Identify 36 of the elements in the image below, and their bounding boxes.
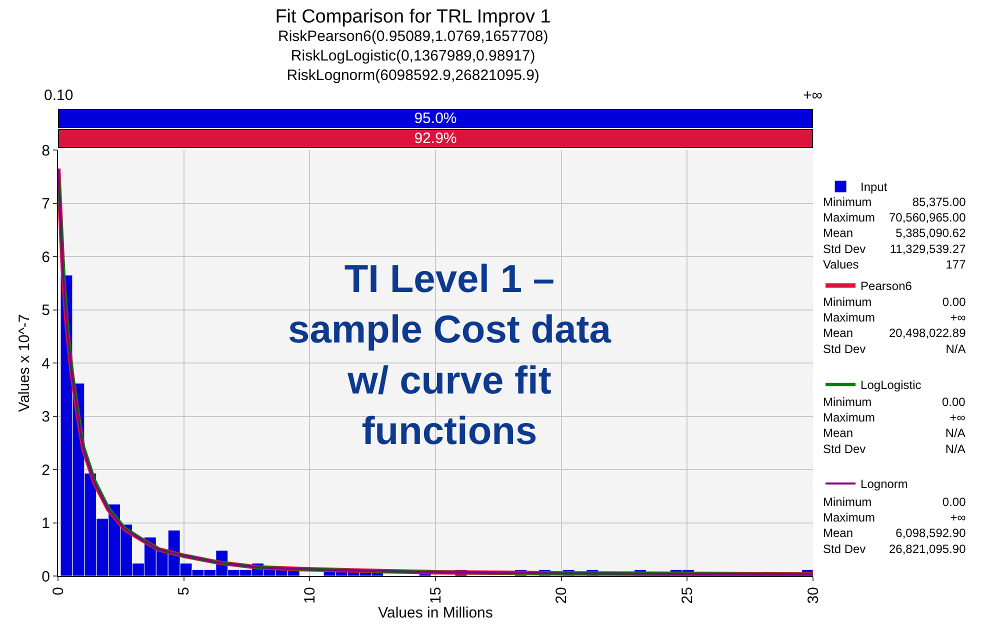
y-tick-label: 4 [42, 355, 50, 372]
y-tick-label: 3 [42, 408, 50, 426]
text: 0.10 [44, 87, 74, 104]
chart-subtitle: RiskPearson6(0.95089,1.0769,1657708) RiskLogLogistic(0,1367989,0.98917) RiskLognorm(6098592.9,26821095.9) [278, 28, 548, 84]
text: Minimum Maximum Mean Std Dev [823, 495, 876, 556]
text: 85,375.00 70,560,965.00 5,385,090.62 11,329,539.27 177 [889, 195, 966, 272]
x-tick-label: 25 [679, 587, 696, 604]
chart-title: Fit Comparison for TRL Improv 1 [275, 6, 551, 28]
x-tick-label: 0 [50, 587, 67, 596]
text: 0.00 +∞ 20,498,022.89 N/A [889, 295, 966, 356]
legend-label: Lognorm [860, 477, 908, 492]
y-tick-label: 8 [42, 142, 50, 160]
text: Minimum Maximum Mean Std Dev [823, 395, 876, 456]
text: 92.9% [414, 130, 457, 147]
x-tick-label: 30 [804, 587, 822, 604]
text: +∞ [803, 87, 823, 104]
text: Minimum Maximum Mean Std Dev Values [823, 195, 876, 272]
y-tick-label: 6 [42, 248, 50, 266]
y-axis-title: Values x 10^-7 [16, 314, 33, 412]
legend-label: Pearson6 [860, 279, 912, 294]
text: Minimum Maximum Mean Std Dev [823, 295, 876, 356]
text: 95.0% [414, 110, 457, 127]
x-tick-label: 15 [427, 587, 444, 604]
text: 0.00 +∞ 6,098,592.90 26,821,095.90 [889, 495, 966, 556]
legend-label: LogLogistic [860, 378, 922, 392]
annotation: TI Level 1 – sample Cost data w/ curve fit functions [288, 258, 612, 454]
y-tick-label: 2 [42, 462, 50, 479]
x-axis-title: Values in Millions [378, 604, 493, 622]
x-tick-label: 10 [302, 587, 319, 604]
x-tick-label: 20 [553, 587, 570, 604]
y-tick-label: 1 [42, 515, 50, 532]
y-tick-label: 7 [42, 196, 50, 212]
text: 0.00 +∞ N/A N/A [942, 395, 966, 456]
legend-label: Input [860, 180, 888, 194]
x-tick-label: 5 [176, 587, 193, 596]
y-tick-label: 5 [42, 302, 50, 319]
